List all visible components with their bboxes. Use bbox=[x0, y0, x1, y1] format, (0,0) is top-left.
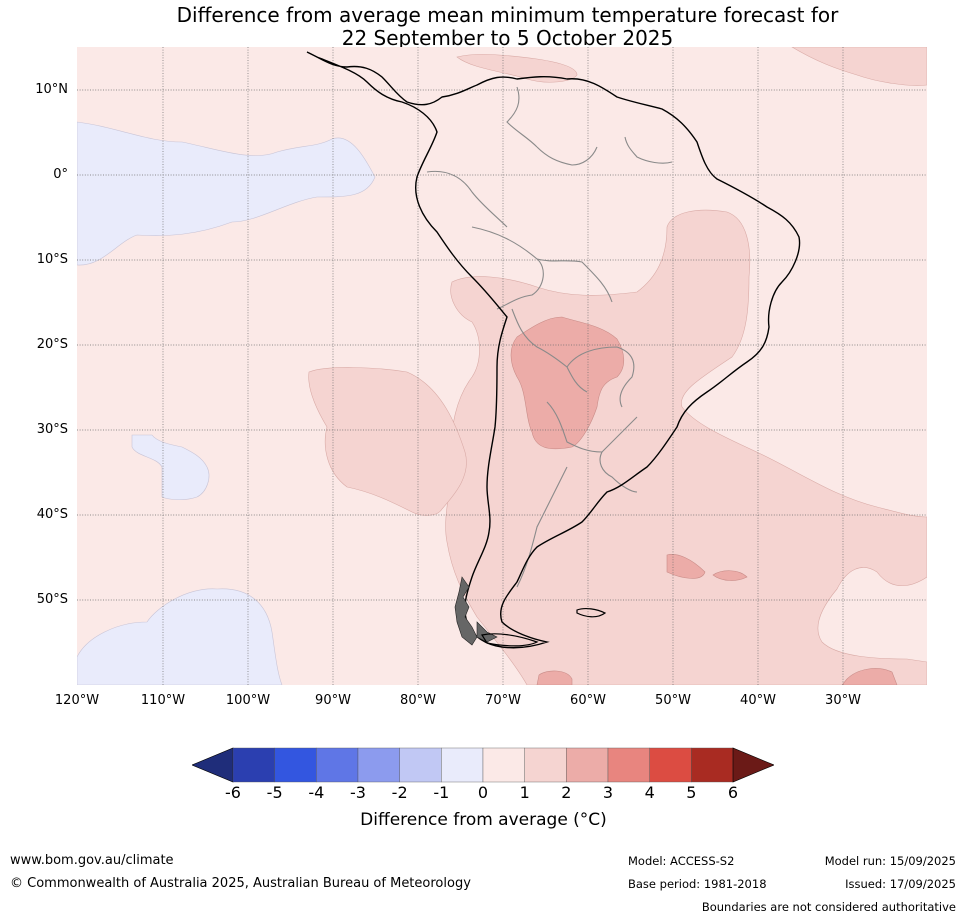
lon-label-100w: 100°W bbox=[225, 693, 271, 708]
lat-label-10s: 10°S bbox=[36, 252, 68, 267]
colorbar-extend-low bbox=[191, 747, 234, 783]
lat-label-40s: 40°S bbox=[36, 507, 68, 522]
colorbar-tick-label: 3 bbox=[602, 783, 614, 802]
issued-date: Issued: 17/09/2025 bbox=[845, 877, 956, 891]
lat-label-50s: 50°S bbox=[36, 592, 68, 607]
lat-label-30s: 30°S bbox=[36, 422, 68, 437]
model-run: Model run: 15/09/2025 bbox=[824, 854, 956, 868]
colorbar-segment bbox=[357, 747, 400, 783]
colorbar-tick-label: 6 bbox=[727, 783, 739, 802]
colorbar bbox=[191, 747, 775, 783]
lat-label-20s: 20°S bbox=[36, 337, 68, 352]
anomaly-patch-1-2-north-east bbox=[791, 47, 927, 86]
lon-label-120w: 120°W bbox=[54, 693, 100, 708]
title-line-1: Difference from average mean minimum tem… bbox=[176, 3, 839, 27]
copyright-text: © Commonwealth of Australia 2025, Austra… bbox=[10, 876, 471, 891]
lon-label-80w: 80°W bbox=[400, 693, 436, 708]
colorbar-segment bbox=[232, 747, 275, 783]
lon-label-110w: 110°W bbox=[140, 693, 186, 708]
lon-label-70w: 70°W bbox=[485, 693, 521, 708]
colorbar-tick-label: 5 bbox=[686, 783, 697, 802]
title-line-2: 22 September to 5 October 2025 bbox=[341, 26, 674, 50]
colorbar-segment bbox=[274, 747, 317, 783]
anomaly-patch-2-3-south-a bbox=[536, 670, 573, 685]
colorbar-segment bbox=[566, 747, 609, 783]
anomaly-patch-2-3-atlantic-b bbox=[712, 570, 748, 581]
colorbar-tick-label: -1 bbox=[433, 783, 450, 802]
colorbar-extend-high bbox=[732, 747, 775, 783]
lon-label-90w: 90°W bbox=[315, 693, 351, 708]
anomaly-patch-neg-pacific-south bbox=[77, 588, 283, 685]
tierra-del-fuego bbox=[481, 633, 539, 647]
lon-label-30w: 30°W bbox=[825, 693, 861, 708]
anomaly-patch-neg-pacific-eq bbox=[77, 121, 376, 266]
lon-label-50w: 50°W bbox=[655, 693, 691, 708]
colorbar-tick-label: -3 bbox=[350, 783, 366, 802]
lon-label-60w: 60°W bbox=[570, 693, 606, 708]
colorbar-segment bbox=[441, 747, 484, 783]
colorbar-segment bbox=[399, 747, 442, 783]
lat-label-10n: 10°N bbox=[35, 82, 68, 97]
anomaly-patch-2-3-south-b bbox=[841, 668, 898, 685]
colorbar-tick-label: 0 bbox=[477, 783, 489, 802]
country-borders bbox=[426, 86, 673, 588]
anomaly-patch-neg-pacific-30s bbox=[131, 434, 210, 501]
forecast-map bbox=[77, 47, 927, 685]
anomaly-patch-2-3-atlantic-a bbox=[666, 554, 706, 579]
colorbar-label: Difference from average (°C) bbox=[360, 810, 607, 830]
anomaly-patch-2-3-subtropical bbox=[510, 316, 625, 450]
colorbar-tick-label: -2 bbox=[391, 783, 408, 802]
colorbar-tick-label: 4 bbox=[644, 783, 655, 802]
boundaries-disclaimer: Boundaries are not considered authoritat… bbox=[701, 900, 956, 914]
colorbar-segment bbox=[649, 747, 692, 783]
lat-label-0: 0° bbox=[53, 167, 68, 182]
colorbar-tick-label: 2 bbox=[561, 783, 572, 802]
coastline-south-america bbox=[306, 51, 801, 649]
colorbar-segment bbox=[691, 747, 734, 783]
colorbar-tick-label: -4 bbox=[308, 783, 325, 802]
colorbar-tick-label: -6 bbox=[225, 783, 241, 802]
chile-archipelago bbox=[454, 576, 498, 646]
lon-label-40w: 40°W bbox=[740, 693, 776, 708]
colorbar-segment bbox=[524, 747, 567, 783]
colorbar-segment bbox=[482, 747, 525, 783]
colorbar-segment bbox=[316, 747, 359, 783]
model-name: Model: ACCESS-S2 bbox=[628, 854, 735, 868]
anomaly-patch-1-2-pacific-30s bbox=[308, 367, 467, 516]
falkland-islands bbox=[576, 607, 607, 618]
colorbar-segment bbox=[607, 747, 650, 783]
colorbar-tick-label: 1 bbox=[519, 783, 530, 802]
map-title: Difference from average mean minimum tem… bbox=[0, 4, 965, 50]
website-link[interactable]: www.bom.gov.au/climate bbox=[10, 853, 174, 868]
colorbar-tick-label: -5 bbox=[266, 783, 283, 802]
base-period: Base period: 1981-2018 bbox=[628, 877, 767, 891]
